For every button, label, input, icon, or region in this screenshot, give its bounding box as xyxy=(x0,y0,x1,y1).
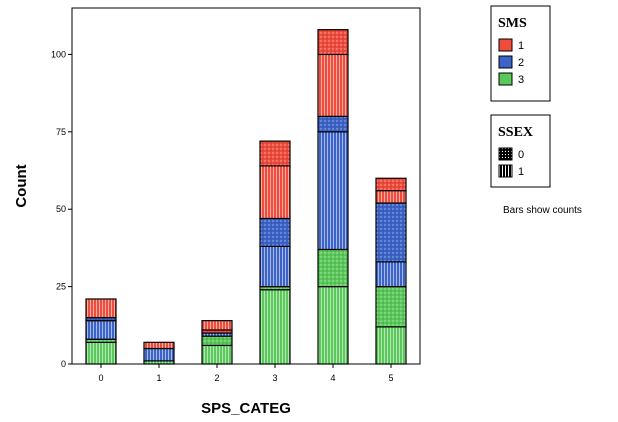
bar-segment-cat4-sms1-ssex1 xyxy=(317,53,349,117)
legend-swatch-sms-1 xyxy=(498,38,513,52)
x-tick-label-4: 4 xyxy=(330,373,335,383)
y-tick-label-100: 100 xyxy=(51,49,66,59)
bars-show-counts-note: Bars show counts xyxy=(503,205,582,216)
legend-title-ssex: SSEX xyxy=(498,125,533,140)
plot-area xyxy=(71,7,421,365)
bar-segment-cat0-sms2-ssex1 xyxy=(85,320,117,340)
y-tick-label-25: 25 xyxy=(56,282,66,292)
bar-segment-cat2-sms3-ssex1 xyxy=(201,344,233,365)
bar-segment-cat4-sms2-ssex0 xyxy=(317,115,349,133)
bar-segment-cat5-sms3-ssex1 xyxy=(375,326,407,365)
x-tick-label-3: 3 xyxy=(272,373,277,383)
legend-swatch-sms-3 xyxy=(498,72,513,86)
bar-segment-cat4-sms1-ssex0 xyxy=(317,29,349,56)
y-tick-label-0: 0 xyxy=(61,359,66,369)
bar-segment-cat4-sms3-ssex1 xyxy=(317,286,349,365)
bar-segment-cat5-sms3-ssex0 xyxy=(375,286,407,328)
legend-swatch-ssex-1 xyxy=(498,164,513,178)
bar-segment-cat3-sms2-ssex1 xyxy=(259,245,291,288)
bar-segment-cat1-sms1-ssex1 xyxy=(143,341,175,350)
legend-label-sms-2: 2 xyxy=(518,57,524,69)
x-tick-label-2: 2 xyxy=(214,373,219,383)
plot-frame xyxy=(71,7,421,365)
y-tick-label-50: 50 xyxy=(56,204,66,214)
bar-segment-cat5-sms2-ssex0 xyxy=(375,202,407,263)
bar-segment-cat5-sms1-ssex0 xyxy=(375,177,407,192)
bar-segment-cat3-sms2-ssex0 xyxy=(259,217,291,247)
legend-layer: SMS 1 2 3 SSEX 0 1 xyxy=(490,5,551,188)
legend-title-sms: SMS xyxy=(498,16,527,31)
bar-segment-cat3-sms3-ssex1 xyxy=(259,289,291,365)
bar-segment-cat0-sms3-ssex1 xyxy=(85,341,117,365)
bar-segment-cat4-sms3-ssex0 xyxy=(317,248,349,288)
legend-label-sms-1: 1 xyxy=(518,40,524,52)
legend-ssex: SSEX 0 1 xyxy=(490,114,551,188)
legend-label-sms-3: 3 xyxy=(518,74,524,86)
bar-segment-cat5-sms2-ssex1 xyxy=(375,261,407,288)
bar-segment-cat3-sms1-ssex0 xyxy=(259,140,291,167)
bar-segment-cat1-sms2-ssex1 xyxy=(143,347,175,362)
bar-segment-cat2-sms3-ssex0 xyxy=(201,335,233,347)
bar-segment-cat3-sms1-ssex1 xyxy=(259,165,291,220)
bar-segment-cat4-sms2-ssex1 xyxy=(317,131,349,251)
legend-swatch-sms-2 xyxy=(498,55,513,69)
axes-layer: 0 25 50 75 100 0 1 2 3 4 5 xyxy=(51,49,394,383)
legend-swatch-ssex-0 xyxy=(498,147,513,161)
bar-segment-cat2-sms1-ssex1 xyxy=(201,320,233,331)
x-tick-label-0: 0 xyxy=(98,373,103,383)
bars-layer xyxy=(85,29,407,365)
x-tick-label-1: 1 xyxy=(156,373,161,383)
x-tick-label-5: 5 xyxy=(388,373,393,383)
x-axis-title: SPS_CATEG xyxy=(201,400,291,417)
bar-segment-cat5-sms1-ssex1 xyxy=(375,190,407,204)
y-tick-label-75: 75 xyxy=(56,127,66,137)
legend-label-ssex-0: 0 xyxy=(518,149,524,161)
y-axis-title: Count xyxy=(13,164,30,207)
bar-segment-cat0-sms1-ssex1 xyxy=(85,298,117,319)
legend-label-ssex-1: 1 xyxy=(518,166,524,178)
legend-sms: SMS 1 2 3 xyxy=(490,5,551,102)
